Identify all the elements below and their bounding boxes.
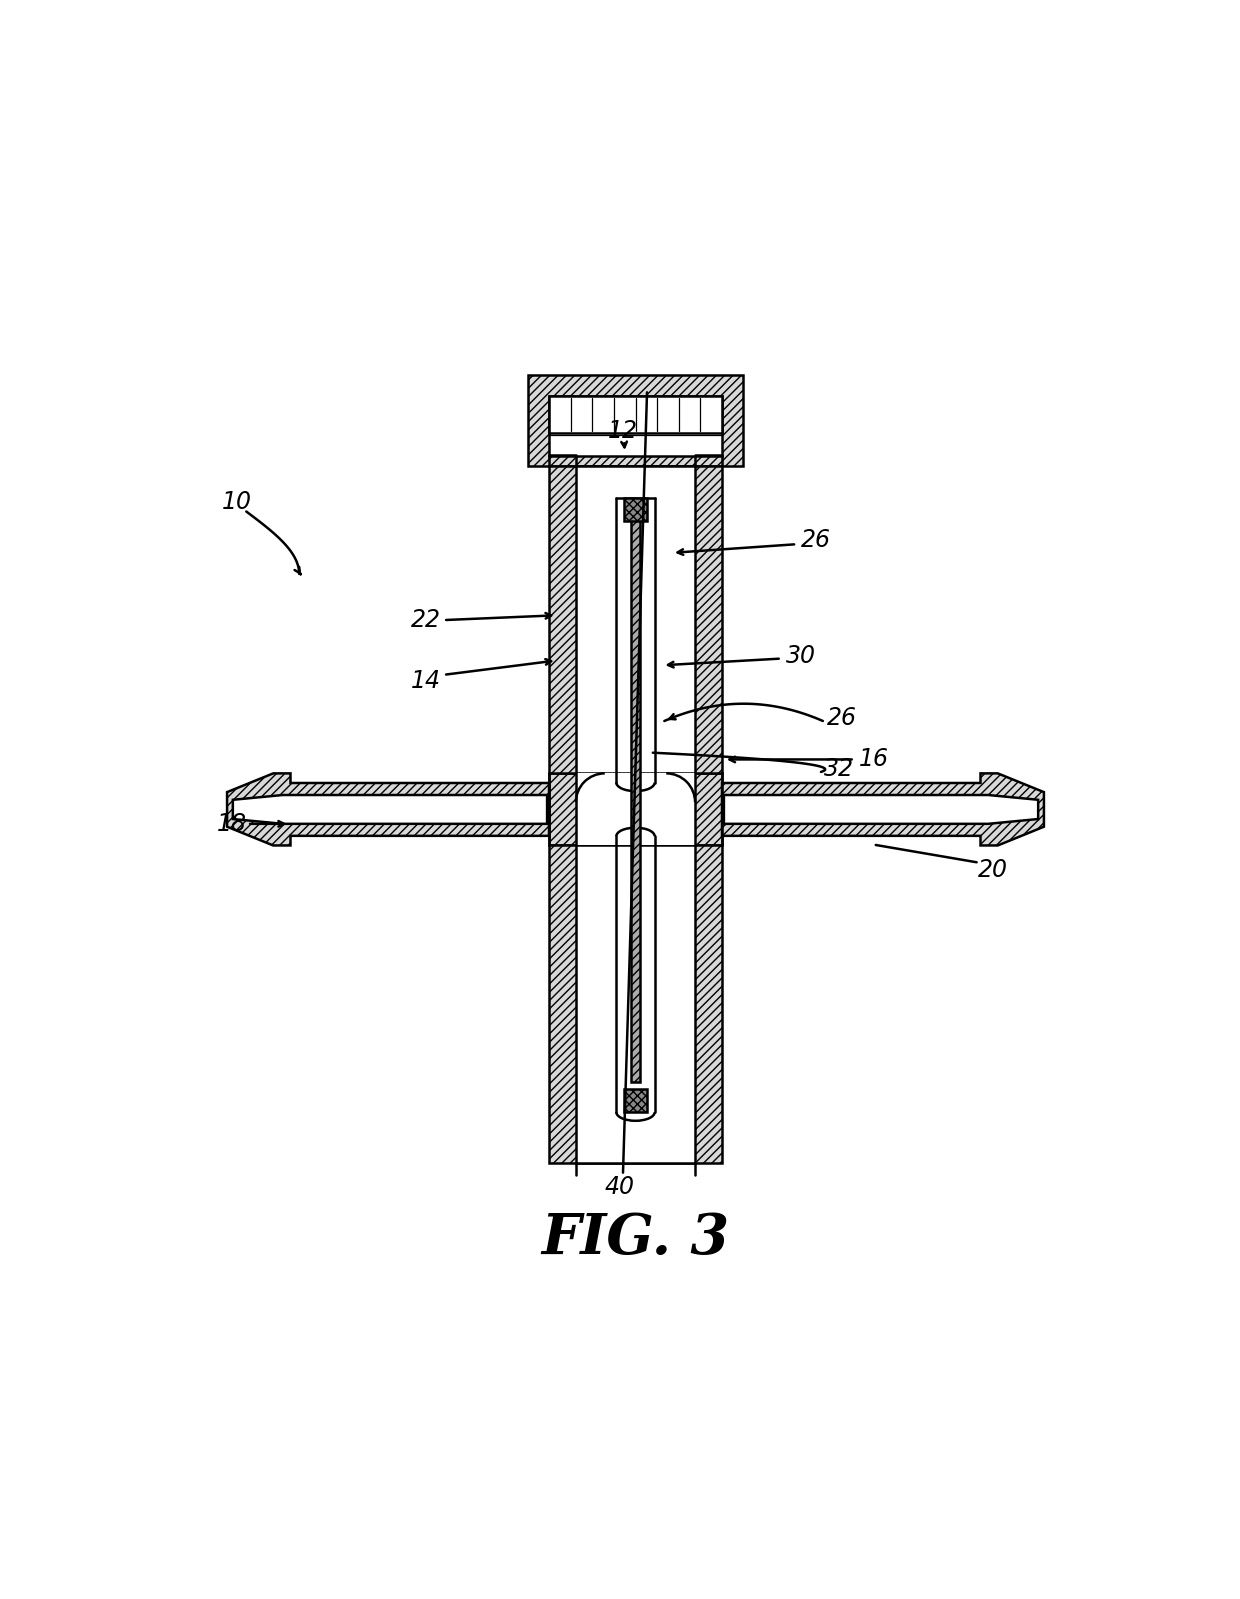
Text: 10: 10 (222, 489, 252, 513)
Text: 12: 12 (608, 419, 639, 443)
Text: 18: 18 (217, 812, 247, 836)
Text: 16: 16 (859, 747, 889, 771)
Polygon shape (722, 774, 1044, 846)
Text: 14: 14 (410, 668, 441, 692)
Bar (549, 467, 722, 774)
Text: 30: 30 (786, 644, 816, 668)
Text: 20: 20 (978, 859, 1008, 883)
Bar (549, 774, 722, 846)
Bar (631, 518, 640, 1083)
Text: 32: 32 (825, 756, 854, 780)
Bar (624, 497, 647, 521)
Bar (624, 1089, 647, 1113)
Bar (549, 846, 722, 1162)
Bar (549, 397, 722, 433)
Text: 26: 26 (827, 707, 857, 731)
Bar (549, 397, 722, 456)
Bar (575, 774, 696, 846)
Text: 22: 22 (410, 608, 441, 632)
Polygon shape (724, 795, 1038, 823)
Text: 40: 40 (604, 1175, 634, 1199)
Bar (528, 376, 743, 467)
Polygon shape (227, 774, 549, 846)
Bar (575, 467, 696, 774)
Text: 26: 26 (801, 528, 831, 552)
Bar (575, 846, 696, 1162)
Polygon shape (233, 795, 547, 823)
Text: FIG. 3: FIG. 3 (542, 1210, 729, 1265)
